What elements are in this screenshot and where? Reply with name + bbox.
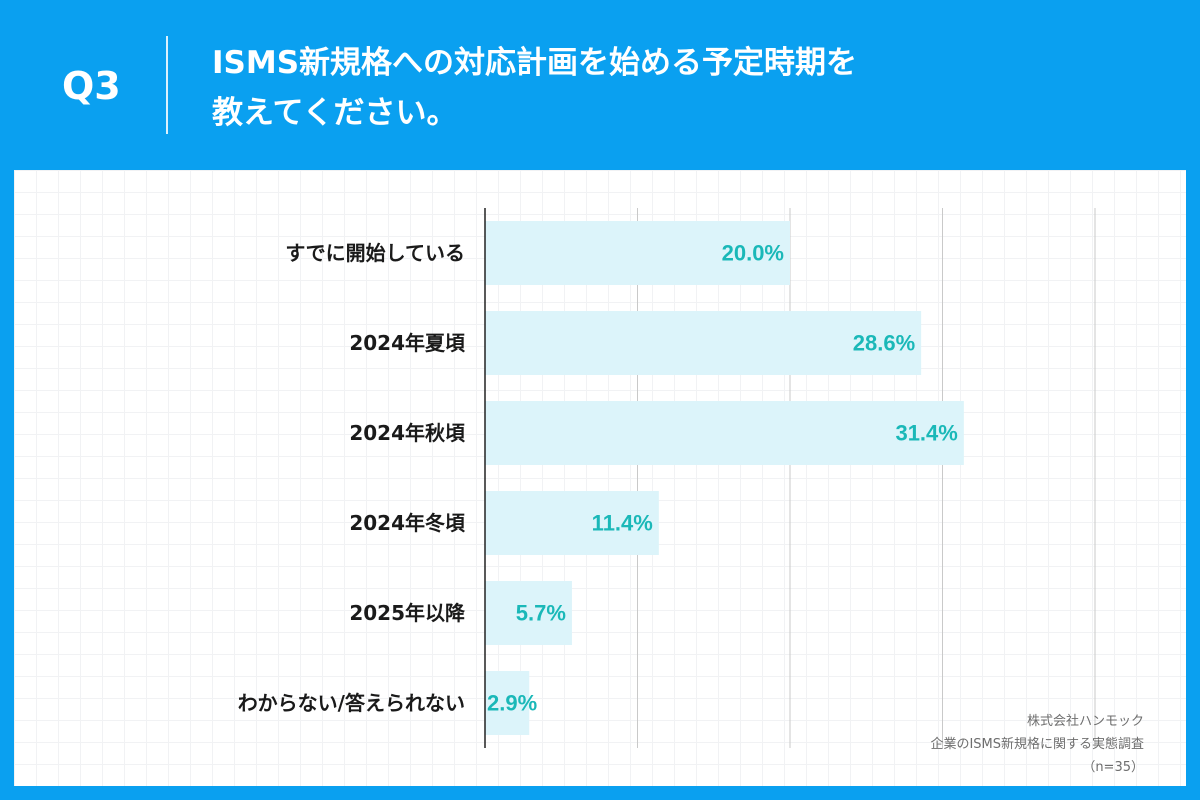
bar (485, 401, 964, 465)
value-label: 20.0% (722, 241, 784, 266)
question-line-2: 教えてください。 (212, 95, 458, 131)
question-header: Q3 ISMS新規格への対応計画を始める予定時期を 教えてください。 (0, 0, 1200, 170)
company-name: 株式会社ハンモック (1026, 714, 1144, 729)
survey-name: 企業のISMS新規格に関する実態調査 (930, 737, 1144, 752)
survey-credits: 株式会社ハンモック 企業のISMS新規格に関する実態調査 （n=35） (930, 710, 1144, 779)
value-label: 2.9% (487, 691, 537, 716)
bar-chart: すでに開始している 20.0% 2024年夏頃 28.6% 2024年秋頃 31.4% 20… (238, 208, 1096, 748)
bar (485, 491, 659, 555)
header-divider (166, 36, 168, 134)
value-label: 28.6% (853, 331, 915, 356)
category-label: 2024年冬頃 (349, 511, 466, 535)
bar (485, 671, 530, 735)
question-number: Q3 (62, 64, 121, 108)
value-label: 11.4% (592, 511, 653, 536)
bar (485, 581, 572, 645)
bar (485, 221, 790, 285)
value-label: 5.7% (516, 601, 566, 626)
category-label: 2024年秋頃 (349, 421, 466, 445)
question-title: ISMS新規格への対応計画を始める予定時期を 教えてください。 (212, 38, 1112, 138)
question-line-1: ISMS新規格への対応計画を始める予定時期を (212, 45, 858, 81)
value-label: 31.4% (895, 421, 957, 446)
chart-panel: すでに開始している 20.0% 2024年夏頃 28.6% 2024年秋頃 31.4% 20… (14, 170, 1186, 786)
bar (485, 311, 922, 375)
category-label: わからない/答えられない (238, 691, 465, 715)
sample-size: （n=35） (1082, 760, 1144, 775)
category-label: 2025年以降 (349, 601, 466, 625)
category-label: 2024年夏頃 (349, 331, 466, 355)
category-label: すでに開始している (285, 241, 465, 265)
